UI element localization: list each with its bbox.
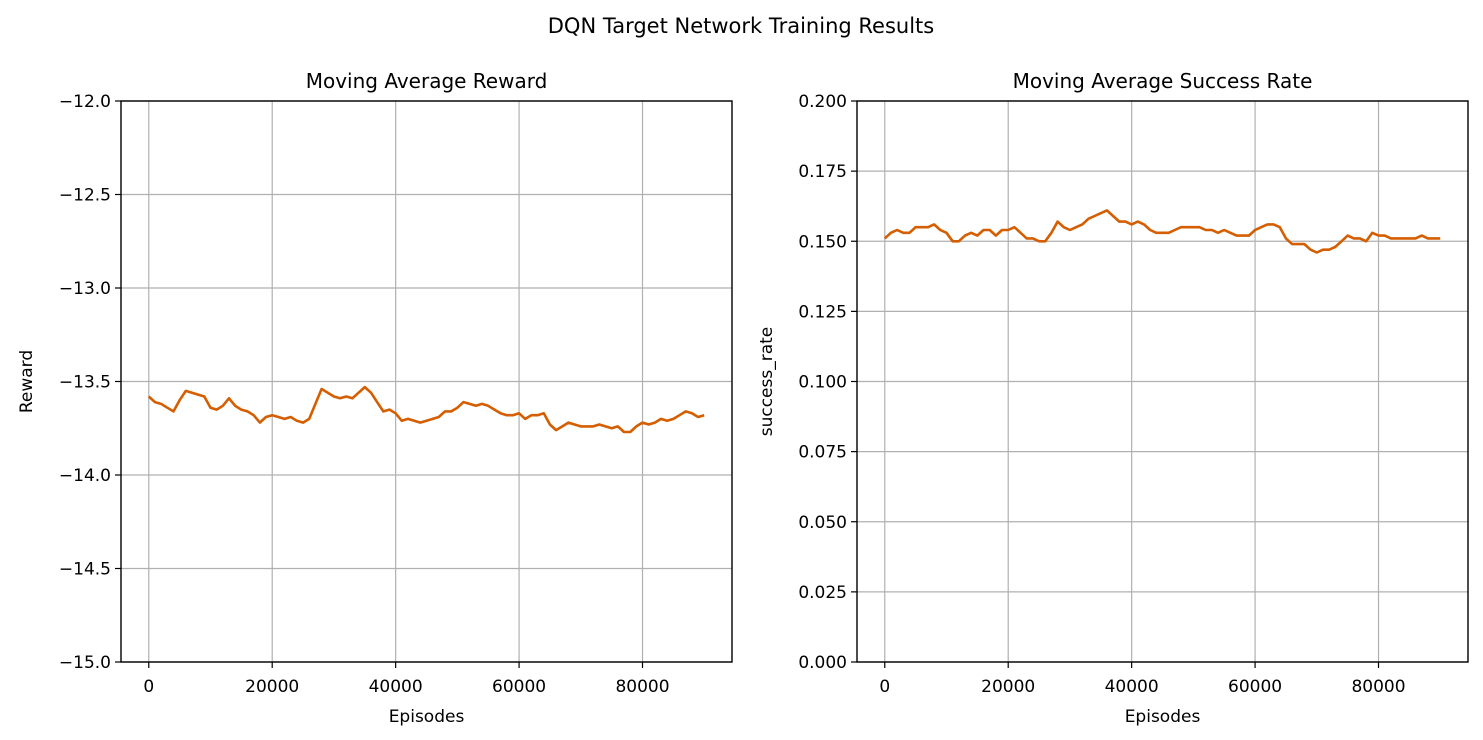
y-tick-label: 0.200: [798, 92, 847, 112]
y-tick-label: −13.5: [59, 373, 111, 393]
y-tick-label: 0.100: [798, 373, 847, 393]
chart-title: Moving Average Success Rate: [1013, 69, 1313, 93]
x-tick-label: 0: [879, 677, 890, 697]
x-tick-label: 20000: [245, 677, 299, 697]
y-tick-label: −13.0: [59, 279, 111, 299]
y-tick-label: 0.000: [798, 653, 847, 673]
success-rate-chart-panel: 0 20000 40000 60000 80000 0.000 0.025 0.050 0.07…: [757, 69, 1469, 727]
x-tick-label: 40000: [369, 677, 423, 697]
x-tick-label: 0: [143, 677, 154, 697]
y-tick-label: −14.5: [59, 560, 111, 580]
y-tick-label: 0.050: [798, 513, 847, 533]
series-line: [147, 385, 705, 434]
y-tick-label: 0.125: [798, 302, 847, 322]
chart-title: Moving Average Reward: [306, 69, 548, 93]
y-tick-label: 0.075: [798, 443, 847, 463]
figure-suptitle: DQN Target Network Training Results: [548, 14, 934, 38]
y-tick-label: −14.0: [59, 466, 111, 486]
reward-chart-panel: 0 20000 40000 60000 80000 −15.0 −14.5 −14.0 −13.…: [17, 69, 733, 727]
x-axis-label: Episodes: [389, 707, 465, 727]
y-tick-label: −12.0: [59, 92, 111, 112]
x-tick-label: 20000: [981, 677, 1035, 697]
y-axis-label: Reward: [17, 350, 37, 413]
x-tick-label: 40000: [1105, 677, 1159, 697]
x-axis-label: Episodes: [1125, 707, 1201, 727]
series-line: [883, 209, 1441, 254]
y-tick-label: 0.175: [798, 162, 847, 182]
y-axis-label: success_rate: [757, 327, 777, 437]
y-tick-label: 0.025: [798, 583, 847, 603]
x-tick-label: 60000: [492, 677, 546, 697]
y-tick-label: −15.0: [59, 653, 111, 673]
y-tick-label: −12.5: [59, 186, 111, 206]
x-tick-label: 80000: [1351, 677, 1405, 697]
x-tick-label: 60000: [1228, 677, 1282, 697]
y-tick-label: 0.150: [798, 232, 847, 252]
x-tick-label: 80000: [615, 677, 669, 697]
